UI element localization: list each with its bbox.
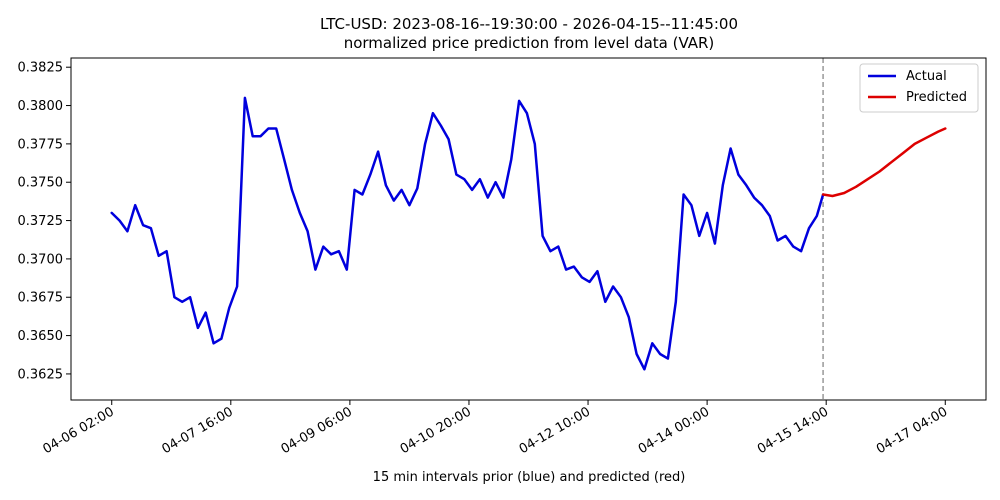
y-tick-label: 0.3700 [18,252,64,267]
y-tick-label: 0.3825 [18,61,64,76]
chart-title: LTC-USD: 2023-08-16--19:30:00 - 2026-04-… [320,15,738,33]
y-tick-label: 0.3675 [18,291,64,306]
chart-subtitle: normalized price prediction from level d… [344,34,715,52]
plot-frame [70,57,987,401]
y-tick-label: 0.3650 [18,329,64,344]
y-tick-label: 0.3725 [18,214,64,229]
legend-label-actual: Actual [906,69,947,84]
y-tick-label: 0.3800 [18,99,64,114]
series-predicted-line [821,127,947,198]
y-tick-label: 0.3750 [18,176,64,191]
y-tick-label: 0.3775 [18,137,64,152]
series-actual-line [110,96,825,371]
x-axis-label: 15 min intervals prior (blue) and predic… [373,470,686,485]
plot-layer [110,58,947,400]
y-tick-label: 0.3625 [18,367,64,382]
legend-label-predicted: Predicted [906,90,967,105]
legend: Actual Predicted [859,63,979,113]
